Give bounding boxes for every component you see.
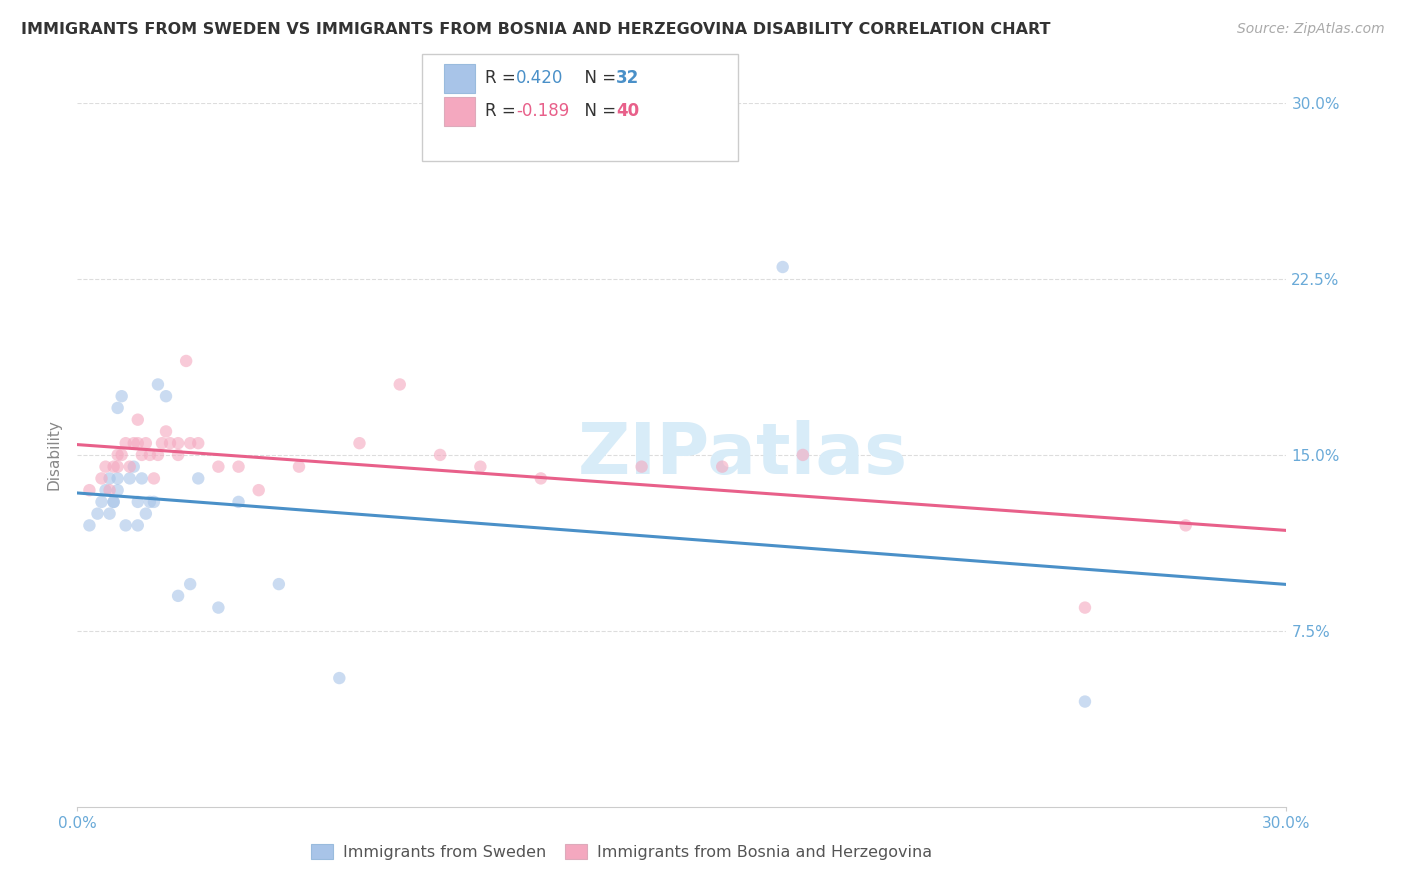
Point (107, 401, 129, 415)
Point (530, 471, 553, 485)
Point (98, 507, 121, 521)
Point (127, 436, 149, 450)
Point (142, 471, 165, 485)
Text: IMMIGRANTS FROM SWEDEN VS IMMIGRANTS FROM BOSNIA AND HERZEGOVINA DISABILITY CORR: IMMIGRANTS FROM SWEDEN VS IMMIGRANTS FRO… (21, 22, 1050, 37)
Text: -0.189: -0.189 (516, 103, 569, 120)
Point (1174, 518, 1197, 533)
Point (118, 471, 141, 485)
Point (107, 471, 129, 485)
Point (139, 495, 162, 509)
Point (1074, 600, 1097, 615)
Text: Source: ZipAtlas.com: Source: ZipAtlas.com (1237, 22, 1385, 37)
Point (94, 483, 117, 498)
Point (122, 459, 145, 474)
Point (155, 425, 177, 439)
Point (118, 459, 141, 474)
Point (207, 600, 229, 615)
Point (131, 471, 153, 485)
Text: ZIPatlas: ZIPatlas (578, 420, 907, 490)
Point (94, 459, 117, 474)
Point (111, 448, 134, 462)
Point (98, 471, 121, 485)
Text: R =: R = (485, 70, 522, 87)
Point (187, 436, 209, 450)
Point (207, 459, 229, 474)
Point (90, 471, 112, 485)
Legend: Immigrants from Sweden, Immigrants from Bosnia and Herzegovina: Immigrants from Sweden, Immigrants from … (304, 838, 939, 866)
Point (228, 495, 250, 509)
Point (142, 495, 165, 509)
Point (103, 459, 125, 474)
Point (349, 436, 371, 450)
Point (114, 518, 136, 533)
Point (228, 459, 250, 474)
Point (111, 389, 134, 403)
Point (288, 459, 311, 474)
Text: 0.420: 0.420 (516, 70, 564, 87)
Point (114, 436, 136, 450)
Point (630, 459, 652, 474)
Point (103, 495, 125, 509)
Point (150, 436, 173, 450)
Point (167, 448, 190, 462)
Point (86, 507, 108, 521)
Point (772, 260, 794, 274)
Point (107, 448, 129, 462)
Point (79, 483, 101, 498)
Point (267, 577, 290, 591)
Point (107, 483, 129, 498)
Point (107, 459, 129, 474)
Point (247, 483, 270, 498)
Point (179, 436, 201, 450)
Point (167, 589, 190, 603)
Point (711, 459, 734, 474)
Y-axis label: Disability: Disability (46, 419, 62, 491)
Point (131, 448, 153, 462)
Point (388, 377, 411, 392)
Point (122, 436, 145, 450)
Point (187, 471, 209, 485)
Point (328, 671, 350, 685)
Text: 40: 40 (616, 103, 638, 120)
Point (135, 507, 157, 521)
Point (127, 495, 149, 509)
Text: R =: R = (485, 103, 522, 120)
Point (792, 448, 814, 462)
Point (470, 459, 492, 474)
Point (179, 577, 201, 591)
Point (167, 436, 190, 450)
Point (155, 389, 177, 403)
Point (146, 448, 169, 462)
Point (146, 377, 169, 392)
Point (135, 436, 157, 450)
Point (79, 518, 101, 533)
Point (159, 436, 181, 450)
Point (429, 448, 451, 462)
Text: 32: 32 (616, 70, 640, 87)
Point (1074, 694, 1097, 708)
Text: N =: N = (574, 70, 621, 87)
Point (103, 495, 125, 509)
Point (98, 483, 121, 498)
Point (174, 354, 197, 368)
Point (90, 495, 112, 509)
Point (127, 518, 149, 533)
Text: N =: N = (574, 103, 621, 120)
Point (127, 412, 149, 427)
Point (139, 448, 162, 462)
